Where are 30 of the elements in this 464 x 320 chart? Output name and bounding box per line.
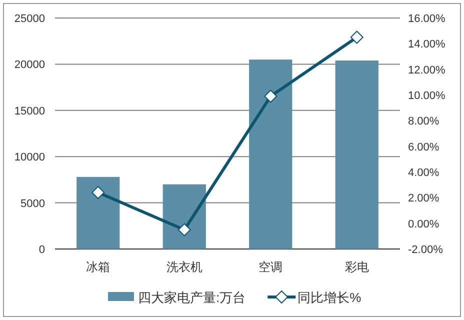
bar bbox=[162, 184, 206, 249]
legend-label: 四大家电产量:万台 bbox=[138, 290, 246, 305]
y2-tick-label: 0.00% bbox=[408, 218, 440, 230]
y2-tick-label: 6.00% bbox=[408, 141, 440, 154]
bar bbox=[76, 176, 120, 249]
y2-tick-label: 4.00% bbox=[408, 167, 440, 179]
legend-label: 同比增长% bbox=[298, 290, 362, 305]
y2-tick-label: 2.00% bbox=[408, 192, 440, 205]
point bbox=[178, 223, 191, 236]
x-tick-label: 空调 bbox=[258, 260, 283, 274]
y-tick-label: 10000 bbox=[14, 152, 45, 164]
point bbox=[350, 30, 364, 44]
y2-tick-label: 12.00% bbox=[408, 64, 446, 76]
y-tick-label: 15000 bbox=[14, 105, 45, 118]
y-tick-label: 0 bbox=[38, 244, 45, 256]
x-tick-label: 彩电 bbox=[344, 260, 369, 274]
y-tick-label: 20000 bbox=[14, 59, 45, 72]
y2-tick-label: 8.00% bbox=[408, 116, 440, 128]
y2-tick-label: 10.00% bbox=[408, 90, 446, 102]
x-tick-label: 洗衣机 bbox=[166, 260, 202, 274]
y2-tick-label: 14.00% bbox=[408, 38, 446, 51]
x-tick-label: 冰箱 bbox=[86, 260, 110, 274]
y2-tick-label: -2.00% bbox=[408, 244, 444, 256]
bar bbox=[335, 60, 378, 249]
bar bbox=[249, 60, 292, 249]
y-tick-label: 25000 bbox=[14, 13, 45, 25]
y-tick-label: 5000 bbox=[20, 198, 45, 210]
point bbox=[264, 90, 278, 103]
y2-tick-label: 16.00% bbox=[408, 13, 446, 25]
point bbox=[92, 186, 105, 200]
